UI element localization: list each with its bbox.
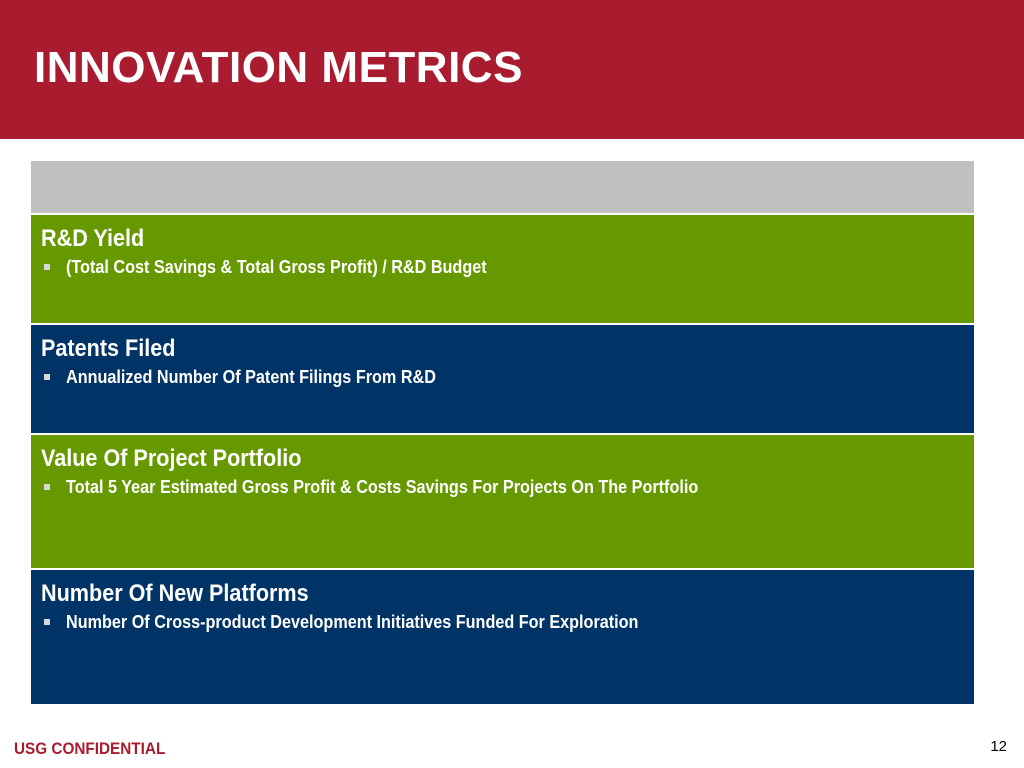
metrics-table: R&D Yield (Total Cost Savings & Total Gr… xyxy=(31,161,974,704)
metric-title: Patents Filed xyxy=(41,335,176,362)
page-number: 12 xyxy=(990,738,1007,755)
metric-row-project-portfolio: Value Of Project Portfolio Total 5 Year … xyxy=(31,435,974,570)
metric-bullet-line: Annualized Number Of Patent Filings From… xyxy=(41,366,964,388)
metric-title: R&D Yield xyxy=(41,225,145,252)
metric-description: (Total Cost Savings & Total Gross Profit… xyxy=(66,257,487,277)
metric-title: Value Of Project Portfolio xyxy=(41,445,302,472)
confidential-label: USG CONFIDENTIAL xyxy=(14,739,166,758)
metric-bullet-line: (Total Cost Savings & Total Gross Profit… xyxy=(41,256,964,278)
table-header-row xyxy=(31,161,974,215)
metric-bullet-line: Number Of Cross-product Development Init… xyxy=(41,611,964,633)
square-bullet-icon xyxy=(44,619,50,625)
metric-description: Annualized Number Of Patent Filings From… xyxy=(66,367,436,387)
title-banner: INNOVATION METRICS xyxy=(0,0,1024,139)
square-bullet-icon xyxy=(44,374,50,380)
square-bullet-icon xyxy=(44,484,50,490)
metric-title: Number Of New Platforms xyxy=(41,580,309,607)
metric-bullet-line: Total 5 Year Estimated Gross Profit & Co… xyxy=(41,476,964,498)
square-bullet-icon xyxy=(44,264,50,270)
metric-row-patents-filed: Patents Filed Annualized Number Of Paten… xyxy=(31,325,974,435)
metric-row-new-platforms: Number Of New Platforms Number Of Cross-… xyxy=(31,570,974,704)
slide-title: INNOVATION METRICS xyxy=(34,43,523,92)
metric-row-rd-yield: R&D Yield (Total Cost Savings & Total Gr… xyxy=(31,215,974,325)
metric-description: Total 5 Year Estimated Gross Profit & Co… xyxy=(66,477,699,497)
metric-description: Number Of Cross-product Development Init… xyxy=(66,612,639,632)
